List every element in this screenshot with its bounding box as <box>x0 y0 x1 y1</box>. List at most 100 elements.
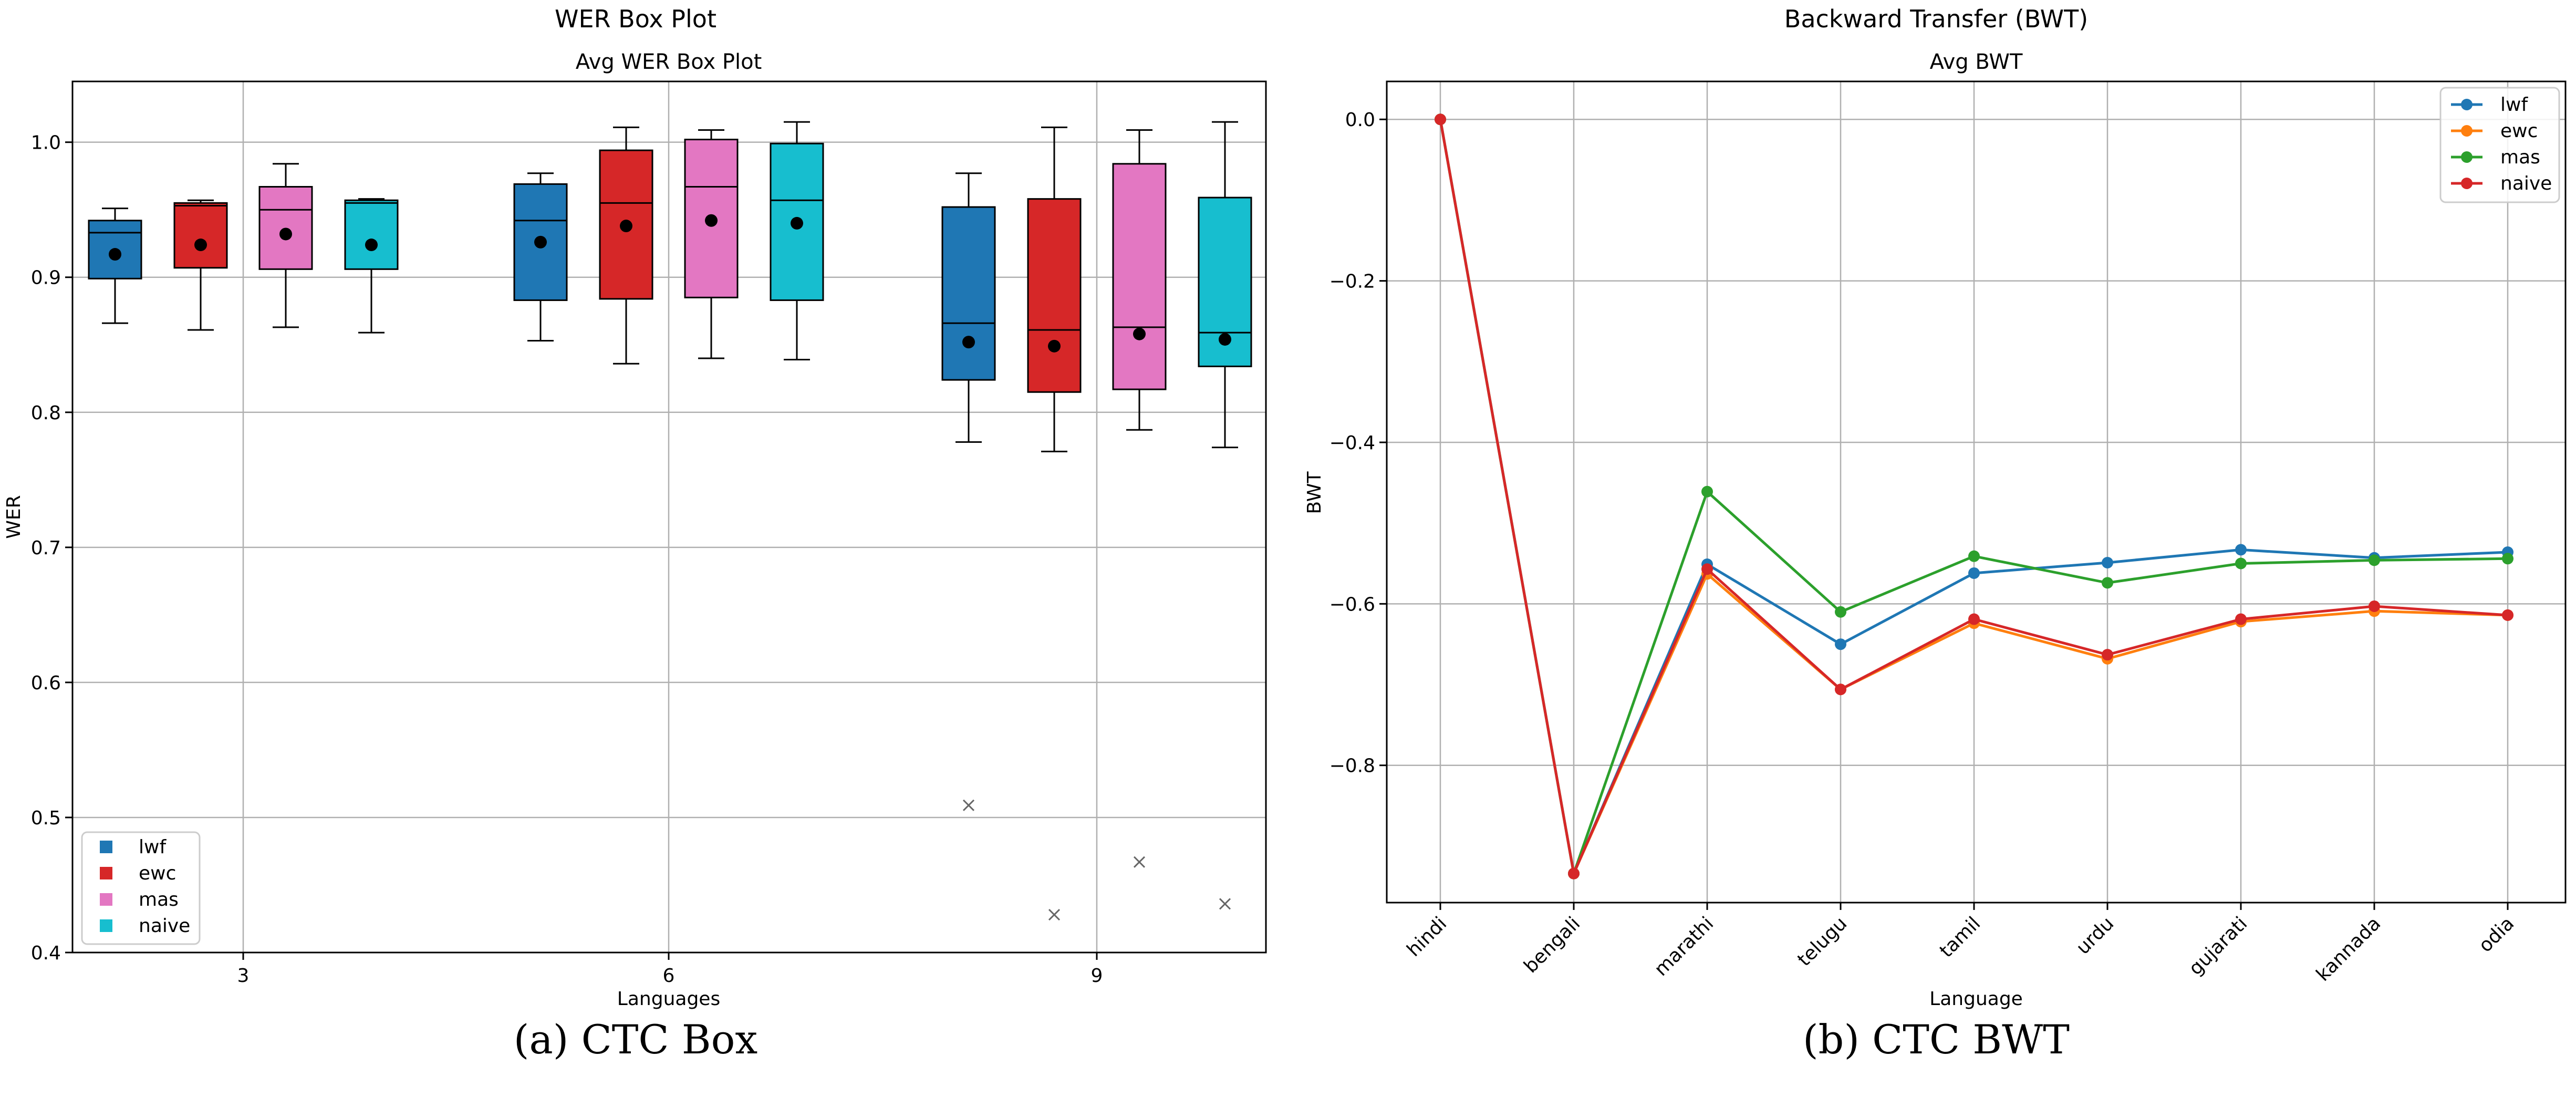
bwt-legend-label-lwf: lwf <box>2500 94 2528 116</box>
bwt-x-tick-label: marathi <box>1650 913 1718 980</box>
box-lwf-3 <box>88 208 142 324</box>
bwt-point-mas <box>2102 577 2113 589</box>
bwt-legend-label-ewc: ewc <box>2500 120 2538 142</box>
bwt-chart-title: Avg BWT <box>1930 50 2023 74</box>
bwt-x-tick-label: telugu <box>1793 913 1851 970</box>
box-y-tick-label: 1.0 <box>31 132 61 154</box>
box-mean-point <box>109 248 121 261</box>
bwt-x-tick-label: hindi <box>1403 913 1451 961</box>
bwt-point-naive <box>1701 563 1713 575</box>
box-outlier-marker <box>962 799 975 811</box>
box-x-ticks: 3 6 9 <box>237 953 1103 987</box>
bwt-point-mas <box>2235 557 2247 570</box>
bwt-point-mas <box>1968 550 1980 562</box>
bwt-point-mas <box>2502 553 2513 565</box>
bwt-y-ticks: 0.0 −0.2 −0.4 −0.6 −0.8 <box>1329 109 1387 777</box>
bwt-legend-label-mas: mas <box>2500 147 2540 168</box>
box-mean-point <box>1219 333 1231 346</box>
right-suptitle: Backward Transfer (BWT) <box>1784 5 2088 33</box>
bwt-y-axis-label: BWT <box>1304 471 1325 514</box>
bwt-point-naive <box>2102 649 2113 661</box>
box-body <box>1027 198 1082 393</box>
bwt-legend-marker-lwf <box>2461 99 2473 110</box>
box-mean-point <box>791 216 803 230</box>
box-legend: lwf ewc mas naive <box>81 831 201 945</box>
bwt-point-lwf <box>1835 638 1846 650</box>
box-mean-point <box>279 227 292 241</box>
box-y-axis-label: WER <box>3 495 25 539</box>
box-legend-swatch-mas <box>100 893 112 906</box>
bwt-point-naive <box>2235 613 2247 625</box>
bwt-point-lwf <box>1968 567 1980 579</box>
box-y-tick-label: 0.6 <box>31 672 61 694</box>
bwt-point-naive <box>1968 613 1980 625</box>
bwt-y-tick-label: −0.4 <box>1329 432 1375 454</box>
bwt-point-naive <box>1568 867 1580 879</box>
box-x-tick-label: 6 <box>663 965 675 987</box>
box-naive-6 <box>770 121 824 361</box>
box-naive-3 <box>344 198 399 334</box>
box-outlier-marker <box>1048 908 1061 921</box>
box-outlier-marker <box>1219 898 1231 910</box>
box-body <box>941 206 996 381</box>
bwt-x-tick-label: tamil <box>1936 913 1985 962</box>
box-mas-9 <box>1112 129 1167 868</box>
left-caption: (a) CTC Box <box>514 1016 757 1063</box>
box-legend-swatch-ewc <box>100 867 112 879</box>
bwt-grid <box>1387 81 2565 903</box>
bwt-x-tick-label: gujarati <box>2185 913 2251 979</box>
box-mean-point <box>620 220 632 233</box>
bwt-y-tick-label: −0.6 <box>1329 594 1375 615</box>
bwt-point-naive <box>2502 609 2513 621</box>
box-body <box>1112 163 1167 390</box>
box-x-axis-label: Languages <box>617 988 720 1010</box>
bwt-point-lwf <box>2235 544 2247 556</box>
bwt-x-tick-label: kannada <box>2312 913 2385 986</box>
bwt-x-tick-label: urdu <box>2072 913 2118 958</box>
bwt-plot-frame <box>1386 80 2567 904</box>
box-mean-point <box>365 239 378 252</box>
bwt-legend-marker-naive <box>2461 178 2473 189</box>
box-mean-point <box>194 239 207 252</box>
box-ewc-3 <box>173 199 228 331</box>
box-legend-swatch-lwf <box>100 841 112 853</box>
box-y-tick-label: 0.7 <box>31 537 61 559</box>
bwt-y-tick-label: −0.2 <box>1329 271 1375 293</box>
box-naive-9 <box>1198 121 1252 910</box>
box-mean-point <box>962 336 975 349</box>
box-ewc-9 <box>1027 126 1082 921</box>
box-body <box>599 149 653 300</box>
bwt-point-naive <box>1435 113 1446 126</box>
bwt-series-lines <box>1435 113 2513 879</box>
bwt-legend: lwf ewc mas naive <box>2439 87 2560 203</box>
box-legend-swatch-naive <box>100 919 112 932</box>
bwt-point-naive <box>2369 600 2380 612</box>
bwt-y-tick-label: −0.8 <box>1329 755 1375 777</box>
box-legend-frame <box>81 831 201 945</box>
right-caption: (b) CTC BWT <box>1803 1016 2070 1063</box>
box-legend-label-mas: mas <box>139 889 179 910</box>
box-chart-title: Avg WER Box Plot <box>576 50 762 74</box>
box-outlier-marker <box>1133 856 1146 868</box>
bwt-point-mas <box>1701 485 1713 498</box>
box-legend-label-lwf: lwf <box>139 836 167 858</box>
bwt-legend-marker-mas <box>2461 151 2473 163</box>
bwt-series-naive <box>1435 113 2513 879</box>
box-mean-point <box>1133 327 1146 340</box>
bwt-x-ticks: hindi bengali marathi telugu tamil urdu gujara… <box>1403 903 2518 986</box>
box-mas-6 <box>684 129 739 359</box>
box-legend-label-ewc: ewc <box>139 863 176 884</box>
box-legend-label-naive: naive <box>139 915 190 937</box>
bwt-x-axis-label: Language <box>1929 988 2023 1010</box>
right-panel: Backward Transfer (BWT) Avg BWT 0.0 −0.2 −… <box>1304 5 2567 1063</box>
box-y-ticks: 0.4 0.5 0.6 0.7 0.8 0.9 1.0 <box>31 132 72 964</box>
box-y-tick-label: 0.8 <box>31 402 61 424</box>
box-grid <box>72 81 1266 954</box>
bwt-point-naive <box>1835 684 1846 696</box>
box-mean-point <box>1048 339 1061 353</box>
box-y-tick-label: 0.9 <box>31 267 61 289</box>
bwt-point-lwf <box>2102 556 2113 568</box>
box-mean-point <box>534 235 547 249</box>
left-suptitle: WER Box Plot <box>555 5 716 33</box>
